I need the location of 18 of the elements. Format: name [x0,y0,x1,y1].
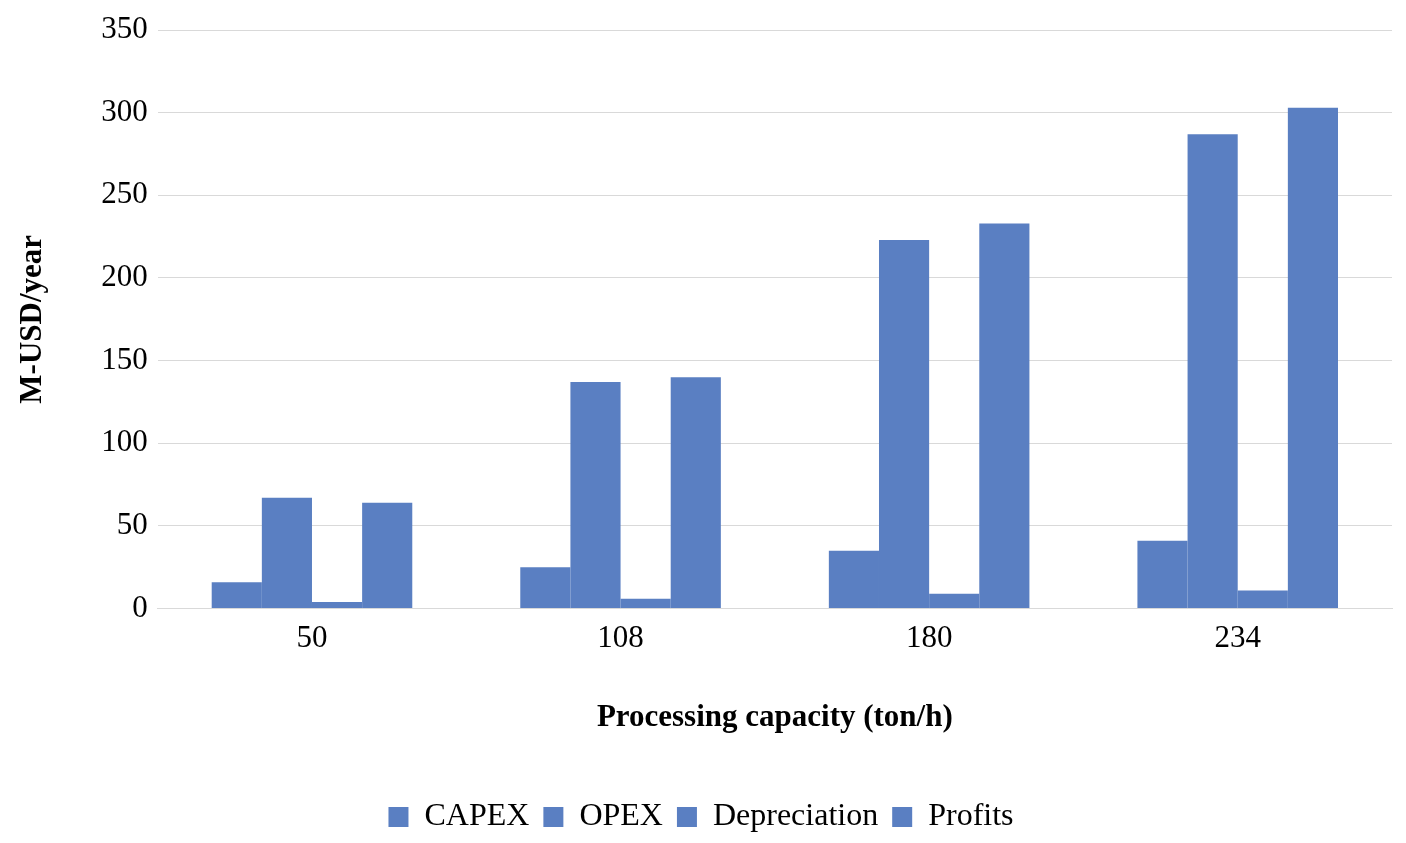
legend-label: OPEX [579,796,663,833]
y-tick-label: 50 [116,506,148,542]
y-tick-label: 300 [101,92,148,128]
x-tick-label: 234 [1214,619,1262,655]
y-tick-label: 200 [101,258,148,294]
x-tick-label: 50 [296,619,328,655]
y-axis-title: M-USD/year [12,234,48,404]
x-axis-title: Processing capacity (ton/h) [596,698,953,734]
y-tick-label: 350 [101,10,148,46]
legend-label: CAPEX [424,796,530,833]
legend-label: Profits [928,796,1014,833]
y-tick-label: 150 [101,340,148,376]
y-tick-label: 100 [101,423,148,459]
y-tick-label: 0 [132,588,148,624]
x-tick-label: 180 [905,619,953,655]
y-tick-label: 250 [101,175,148,211]
legend-label: Depreciation [712,796,879,833]
x-tick-label: 108 [597,619,644,655]
